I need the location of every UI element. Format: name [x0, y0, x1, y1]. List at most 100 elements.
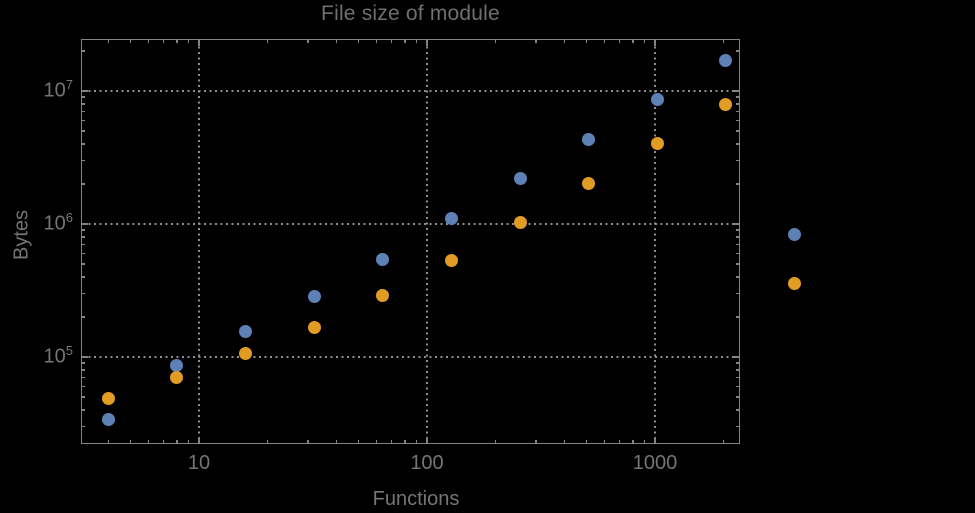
- minor-tick-x: [266, 39, 269, 43]
- minor-tick-x: [176, 39, 178, 43]
- minor-tick-x: [618, 39, 621, 43]
- minor-tick-y: [736, 159, 740, 162]
- minor-tick-y: [81, 243, 85, 246]
- minor-tick-x: [563, 440, 566, 444]
- minor-tick-x: [147, 39, 150, 43]
- y-tick-label: 106: [43, 210, 73, 235]
- minor-tick-x: [335, 39, 338, 43]
- minor-tick-x: [585, 440, 588, 444]
- major-tick-y: [733, 223, 740, 225]
- data-point-series-2-orange: [376, 289, 390, 302]
- minor-tick-y: [81, 50, 85, 52]
- x-tick-label: 10: [187, 452, 211, 474]
- minor-tick-x: [307, 39, 309, 43]
- minor-tick-x: [632, 440, 634, 444]
- major-tick-x: [426, 39, 428, 46]
- minor-tick-y: [81, 110, 85, 113]
- minor-tick-y: [736, 243, 740, 246]
- minor-tick-x: [404, 39, 406, 43]
- minor-tick-y: [81, 316, 85, 318]
- data-point-series-1-blue: [719, 53, 733, 67]
- data-point-series-2-orange: [513, 215, 527, 229]
- minor-tick-x: [535, 440, 537, 444]
- x-tick-label: 100: [410, 452, 444, 474]
- major-tick-x: [198, 437, 200, 444]
- minor-tick-y: [81, 130, 85, 132]
- major-tick-y: [733, 90, 740, 92]
- minor-tick-x: [129, 440, 132, 444]
- gridline-horizontal: [83, 356, 738, 358]
- data-point-series-1-blue: [513, 171, 527, 185]
- minor-tick-y: [736, 362, 740, 364]
- minor-tick-y: [81, 409, 85, 411]
- minor-tick-x: [187, 39, 190, 43]
- major-tick-y: [733, 356, 740, 358]
- major-tick-x: [654, 39, 656, 46]
- data-point-series-1-blue: [788, 228, 802, 242]
- data-point-series-2-orange: [719, 98, 733, 112]
- gridline-horizontal: [83, 223, 738, 225]
- major-tick-y: [81, 223, 88, 225]
- minor-tick-x: [585, 39, 588, 43]
- minor-tick-y: [81, 252, 85, 255]
- minor-tick-y: [736, 292, 740, 295]
- data-point-series-2-orange: [650, 137, 664, 151]
- minor-tick-y: [736, 396, 740, 398]
- minor-tick-y: [81, 369, 85, 371]
- minor-tick-y: [81, 362, 85, 364]
- gridline-horizontal: [83, 90, 738, 92]
- minor-tick-x: [494, 39, 497, 43]
- minor-tick-y: [736, 110, 740, 113]
- major-tick-x: [654, 437, 656, 444]
- minor-tick-y: [736, 369, 740, 371]
- minor-tick-x: [307, 440, 309, 444]
- data-point-series-1-blue: [101, 412, 115, 426]
- data-point-series-1-blue: [650, 93, 664, 107]
- minor-tick-y: [81, 183, 85, 185]
- minor-tick-x: [107, 39, 110, 43]
- minor-tick-x: [722, 440, 725, 444]
- minor-tick-y: [81, 159, 85, 162]
- minor-tick-x: [618, 440, 621, 444]
- minor-tick-x: [176, 440, 178, 444]
- y-tick-label: 105: [43, 343, 73, 368]
- minor-tick-x: [357, 440, 360, 444]
- minor-tick-y: [81, 425, 85, 428]
- minor-tick-y: [736, 236, 740, 238]
- minor-tick-y: [736, 50, 740, 52]
- minor-tick-y: [736, 316, 740, 318]
- minor-tick-x: [357, 39, 360, 43]
- y-tick-label: 107: [43, 77, 73, 102]
- plot-frame: [81, 39, 740, 444]
- data-point-series-2-orange: [582, 177, 596, 191]
- major-tick-x: [426, 437, 428, 444]
- minor-tick-y: [736, 376, 740, 379]
- data-point-series-2-orange: [788, 276, 802, 290]
- chart-title: File size of module: [321, 2, 500, 25]
- minor-tick-x: [390, 39, 393, 43]
- minor-tick-y: [736, 385, 740, 388]
- minor-tick-y: [736, 252, 740, 255]
- minor-tick-x: [415, 39, 418, 43]
- major-tick-y: [81, 90, 88, 92]
- minor-tick-y: [736, 103, 740, 105]
- minor-tick-y: [736, 409, 740, 411]
- minor-tick-x: [375, 39, 378, 43]
- minor-tick-y: [736, 183, 740, 185]
- minor-tick-x: [643, 39, 646, 43]
- data-point-series-2-orange: [170, 371, 184, 385]
- data-point-series-2-orange: [101, 391, 115, 405]
- minor-tick-x: [404, 440, 406, 444]
- minor-tick-y: [81, 263, 85, 265]
- x-axis-label: Functions: [372, 488, 460, 510]
- data-point-series-2-orange: [307, 320, 321, 334]
- data-point-series-2-orange: [444, 254, 458, 268]
- minor-tick-x: [107, 440, 110, 444]
- minor-tick-x: [494, 440, 497, 444]
- minor-tick-x: [390, 440, 393, 444]
- minor-tick-x: [415, 440, 418, 444]
- minor-tick-x: [162, 39, 165, 43]
- minor-tick-x: [162, 440, 165, 444]
- minor-tick-x: [335, 440, 338, 444]
